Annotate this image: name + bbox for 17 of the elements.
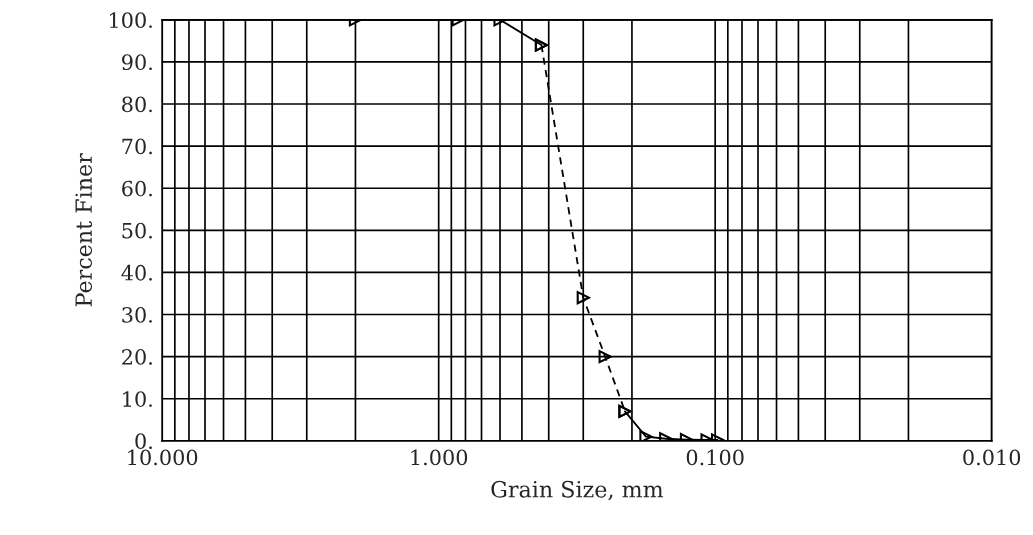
- y-axis-title: Percent Finer: [75, 153, 93, 307]
- y-tick-label: 0.: [135, 433, 152, 450]
- x-axis-title: Grain Size, mm: [491, 480, 664, 501]
- x-tick-label: 1.000: [411, 449, 468, 466]
- y-tick-label: 80.: [122, 96, 152, 113]
- y-tick-label: 10.: [123, 391, 152, 407]
- y-tick-label: 90.: [122, 54, 152, 71]
- y-tick-label: 40.: [121, 264, 152, 281]
- x-tick-label: 0.100: [686, 449, 744, 466]
- x-tick-label: 0.010: [963, 449, 1021, 466]
- y-tick-label: 20.: [122, 349, 152, 365]
- y-tick-label: 60.: [122, 180, 152, 197]
- y-tick-label: 30.: [122, 306, 152, 323]
- y-tick-label: 100.: [110, 12, 152, 29]
- x-tick-label: 10.000: [128, 449, 198, 466]
- y-tick-label: 50.: [122, 222, 152, 239]
- y-tick-label: 70.: [122, 138, 152, 155]
